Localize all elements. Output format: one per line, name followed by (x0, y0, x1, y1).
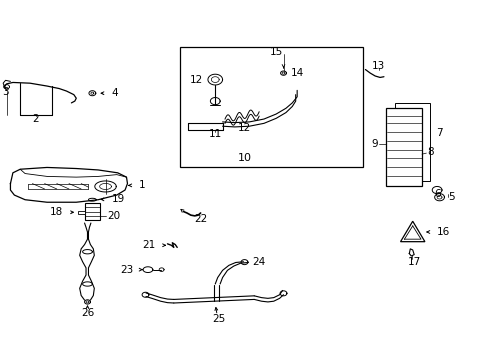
Bar (180, 46, 362, 167)
Text: 2: 2 (32, 114, 39, 124)
Text: 24: 24 (251, 257, 264, 267)
Text: 13: 13 (371, 61, 385, 71)
Text: 11: 11 (208, 129, 222, 139)
Text: 18: 18 (50, 207, 63, 217)
Text: 23: 23 (120, 265, 133, 275)
Text: 9: 9 (371, 139, 377, 149)
Text: 8: 8 (427, 147, 433, 157)
Text: 12: 12 (189, 75, 203, 85)
Bar (394, 103, 429, 181)
Text: 4: 4 (112, 88, 118, 98)
Bar (84, 203, 100, 220)
Text: 15: 15 (269, 46, 282, 57)
Text: 21: 21 (142, 240, 156, 250)
Text: 25: 25 (212, 314, 225, 324)
Text: 16: 16 (436, 227, 449, 237)
Text: 5: 5 (447, 192, 454, 202)
Text: 7: 7 (435, 129, 441, 138)
Bar (78, 211, 84, 214)
Text: 3: 3 (1, 87, 8, 97)
Text: 17: 17 (407, 257, 420, 267)
Text: 10: 10 (237, 153, 251, 163)
Text: 1: 1 (139, 180, 145, 190)
Text: 12: 12 (237, 123, 251, 133)
Bar (385, 108, 422, 186)
Polygon shape (400, 221, 424, 242)
Text: 20: 20 (107, 211, 120, 221)
Text: 26: 26 (81, 309, 94, 318)
Text: 19: 19 (112, 194, 125, 204)
Text: 14: 14 (290, 68, 303, 78)
Text: 6: 6 (433, 189, 440, 199)
Text: 22: 22 (194, 215, 207, 224)
